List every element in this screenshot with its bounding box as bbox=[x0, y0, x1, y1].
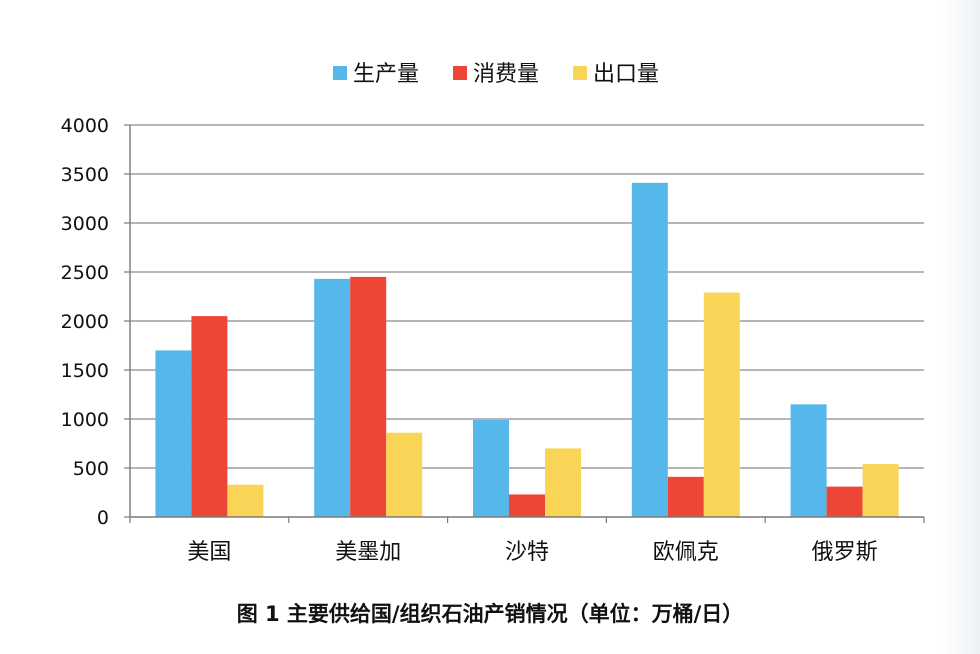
bar-production-3 bbox=[631, 182, 668, 517]
y-tick-label: 500 bbox=[73, 458, 109, 480]
legend: 生产量 消费量 出口量 bbox=[333, 62, 659, 87]
bar-production-2 bbox=[473, 419, 509, 517]
legend-label: 生产量 bbox=[353, 62, 419, 87]
y-tick-label: 2500 bbox=[61, 262, 109, 284]
y-tick-label: 1500 bbox=[61, 360, 109, 382]
bar-consumption-0 bbox=[191, 316, 228, 517]
y-tick-label: 2000 bbox=[61, 311, 109, 333]
axes bbox=[124, 124, 925, 523]
bar-export-0 bbox=[227, 484, 264, 517]
figure-caption: 图 1 主要供给国/组织石油产销情况（单位：万桶/日） bbox=[236, 602, 744, 626]
bar-production-1 bbox=[314, 278, 351, 517]
y-tick-labels: 0 500 1000 1500 2000 2500 3000 3500 4000 bbox=[61, 115, 109, 529]
bar-consumption-2 bbox=[509, 494, 545, 517]
bar-export-4 bbox=[862, 464, 899, 517]
x-tick-label: 俄罗斯 bbox=[812, 540, 878, 565]
bar-production-0 bbox=[155, 350, 192, 517]
y-tick-label: 3000 bbox=[61, 213, 109, 235]
bar-consumption-4 bbox=[826, 486, 863, 517]
bar-export-1 bbox=[386, 432, 423, 517]
y-tick-label: 0 bbox=[97, 507, 109, 529]
bar-chart: 生产量 消费量 出口量 0 500 1000 1500 2000 2500 3000 3500 40… bbox=[61, 62, 925, 565]
bars bbox=[155, 182, 899, 517]
legend-label: 出口量 bbox=[593, 62, 659, 87]
bar-export-2 bbox=[545, 448, 581, 517]
x-tick-label: 欧佩克 bbox=[653, 540, 719, 565]
bar-production-4 bbox=[790, 404, 827, 517]
x-tick-label: 美国 bbox=[187, 540, 231, 565]
y-tick-label: 3500 bbox=[61, 164, 109, 186]
bar-consumption-3 bbox=[667, 476, 704, 517]
y-tick-label: 4000 bbox=[61, 115, 109, 137]
legend-swatch bbox=[333, 66, 347, 80]
legend-label: 消费量 bbox=[473, 62, 539, 87]
grid-lines bbox=[130, 124, 924, 469]
legend-swatch bbox=[573, 66, 587, 80]
legend-swatch bbox=[453, 66, 467, 80]
x-tick-label: 沙特 bbox=[505, 540, 549, 565]
bar-consumption-1 bbox=[350, 276, 387, 517]
x-tick-labels: 美国 美墨加 沙特 欧佩克 俄罗斯 bbox=[187, 540, 877, 565]
bar-export-3 bbox=[703, 292, 740, 517]
x-tick-label: 美墨加 bbox=[335, 540, 401, 565]
y-tick-label: 1000 bbox=[61, 409, 109, 431]
edge-shade bbox=[940, 0, 980, 654]
